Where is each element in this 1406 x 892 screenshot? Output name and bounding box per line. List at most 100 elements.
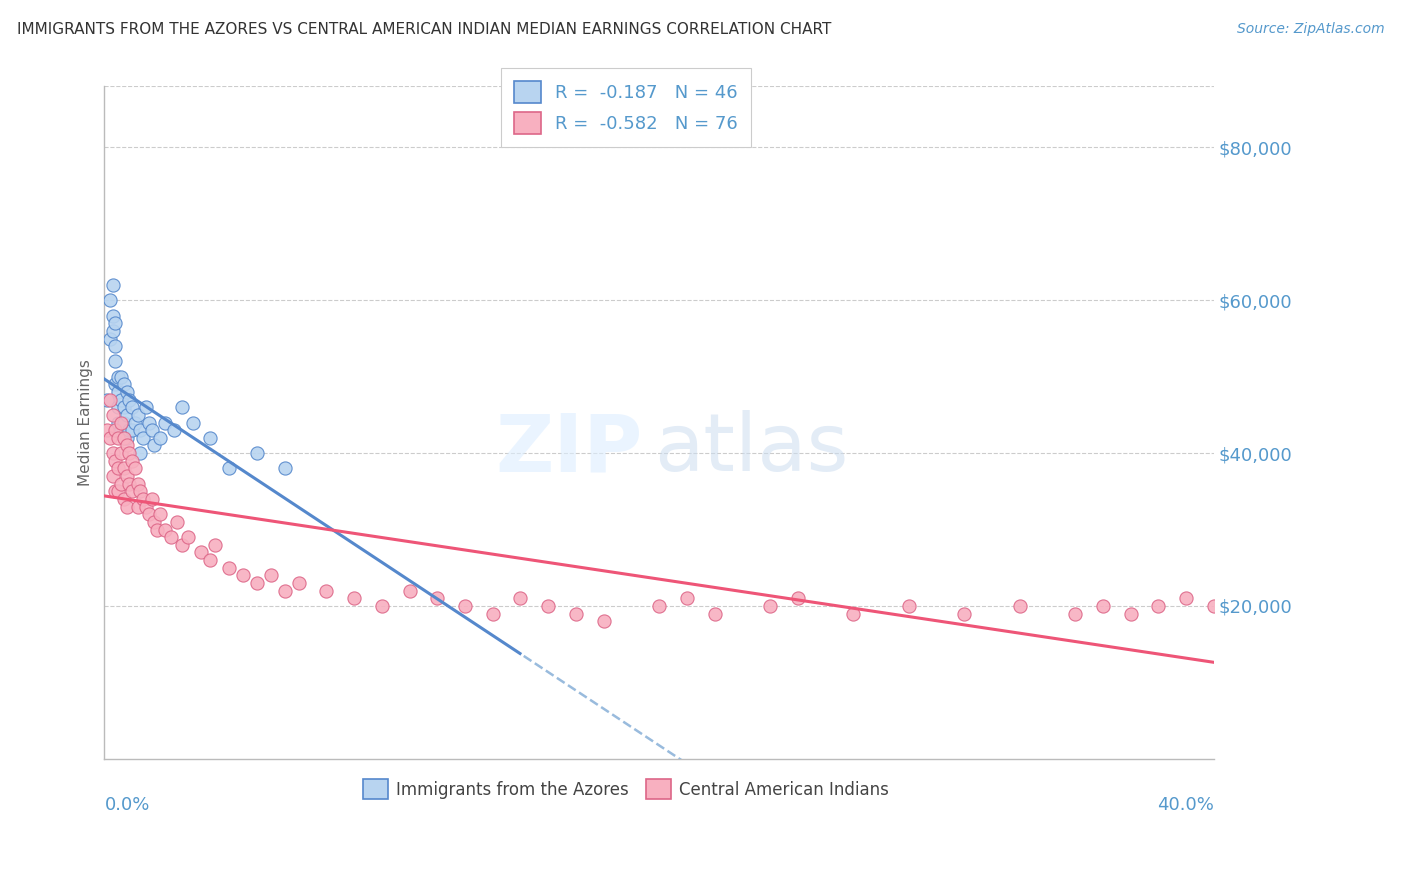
Point: [127, 476, 149, 491]
Point: [1064, 607, 1087, 621]
Point: [953, 607, 976, 621]
Point: [127, 408, 149, 422]
Point: [155, 523, 177, 537]
Point: [96, 392, 118, 407]
Point: [112, 461, 135, 475]
Point: [115, 438, 138, 452]
Point: [107, 401, 129, 415]
Point: [118, 446, 141, 460]
Point: [104, 354, 127, 368]
Point: [676, 591, 699, 606]
Point: [143, 515, 166, 529]
Point: [1092, 599, 1115, 613]
Point: [132, 431, 155, 445]
Point: [115, 500, 138, 514]
Point: [273, 583, 295, 598]
Point: [110, 423, 132, 437]
Point: [129, 446, 152, 460]
Point: [1119, 607, 1142, 621]
Point: [101, 309, 124, 323]
Point: [703, 607, 725, 621]
Point: [287, 576, 309, 591]
Point: [112, 377, 135, 392]
Point: [138, 416, 160, 430]
Point: [315, 583, 337, 598]
Point: [104, 339, 127, 353]
Point: [149, 431, 172, 445]
Point: [842, 607, 865, 621]
Point: [204, 538, 226, 552]
Point: [98, 293, 121, 308]
Point: [1147, 599, 1170, 613]
Point: [101, 324, 124, 338]
Point: [107, 384, 129, 399]
Point: [170, 401, 193, 415]
Point: [163, 423, 186, 437]
Point: [104, 454, 127, 468]
Point: [565, 607, 588, 621]
Point: [1175, 591, 1198, 606]
Point: [426, 591, 449, 606]
Point: [107, 484, 129, 499]
Point: [273, 461, 295, 475]
Point: [121, 423, 143, 437]
Point: [149, 508, 172, 522]
Point: [98, 431, 121, 445]
Point: [232, 568, 254, 582]
Legend: Immigrants from the Azores, Central American Indians: Immigrants from the Azores, Central Amer…: [354, 771, 897, 807]
Point: [246, 576, 269, 591]
Point: [132, 491, 155, 506]
Point: [107, 369, 129, 384]
Point: [592, 614, 614, 628]
Point: [118, 423, 141, 437]
Point: [107, 431, 129, 445]
Point: [118, 476, 141, 491]
Point: [129, 423, 152, 437]
Point: [107, 461, 129, 475]
Point: [371, 599, 394, 613]
Point: [198, 553, 221, 567]
Point: [481, 607, 503, 621]
Point: [146, 523, 169, 537]
Point: [112, 431, 135, 445]
Point: [110, 416, 132, 430]
Point: [121, 401, 143, 415]
Point: [115, 384, 138, 399]
Point: [135, 500, 157, 514]
Point: [115, 469, 138, 483]
Point: [124, 416, 146, 430]
Point: [1008, 599, 1031, 613]
Point: [897, 599, 920, 613]
Point: [101, 408, 124, 422]
Point: [101, 446, 124, 460]
Point: [96, 423, 118, 437]
Text: atlas: atlas: [654, 410, 848, 489]
Point: [112, 431, 135, 445]
Text: Source: ZipAtlas.com: Source: ZipAtlas.com: [1237, 22, 1385, 37]
Point: [218, 461, 240, 475]
Point: [260, 568, 283, 582]
Point: [115, 431, 138, 445]
Point: [155, 416, 177, 430]
Point: [759, 599, 782, 613]
Point: [107, 416, 129, 430]
Point: [112, 491, 135, 506]
Point: [101, 469, 124, 483]
Point: [115, 408, 138, 422]
Point: [104, 377, 127, 392]
Point: [343, 591, 366, 606]
Point: [104, 423, 127, 437]
Point: [101, 278, 124, 293]
Point: [98, 392, 121, 407]
Point: [246, 446, 269, 460]
Y-axis label: Median Earnings: Median Earnings: [79, 359, 93, 486]
Point: [218, 560, 240, 574]
Point: [104, 484, 127, 499]
Point: [1202, 599, 1225, 613]
Text: IMMIGRANTS FROM THE AZORES VS CENTRAL AMERICAN INDIAN MEDIAN EARNINGS CORRELATIO: IMMIGRANTS FROM THE AZORES VS CENTRAL AM…: [17, 22, 831, 37]
Point: [141, 491, 163, 506]
Point: [121, 484, 143, 499]
Point: [138, 508, 160, 522]
Point: [110, 369, 132, 384]
Point: [118, 392, 141, 407]
